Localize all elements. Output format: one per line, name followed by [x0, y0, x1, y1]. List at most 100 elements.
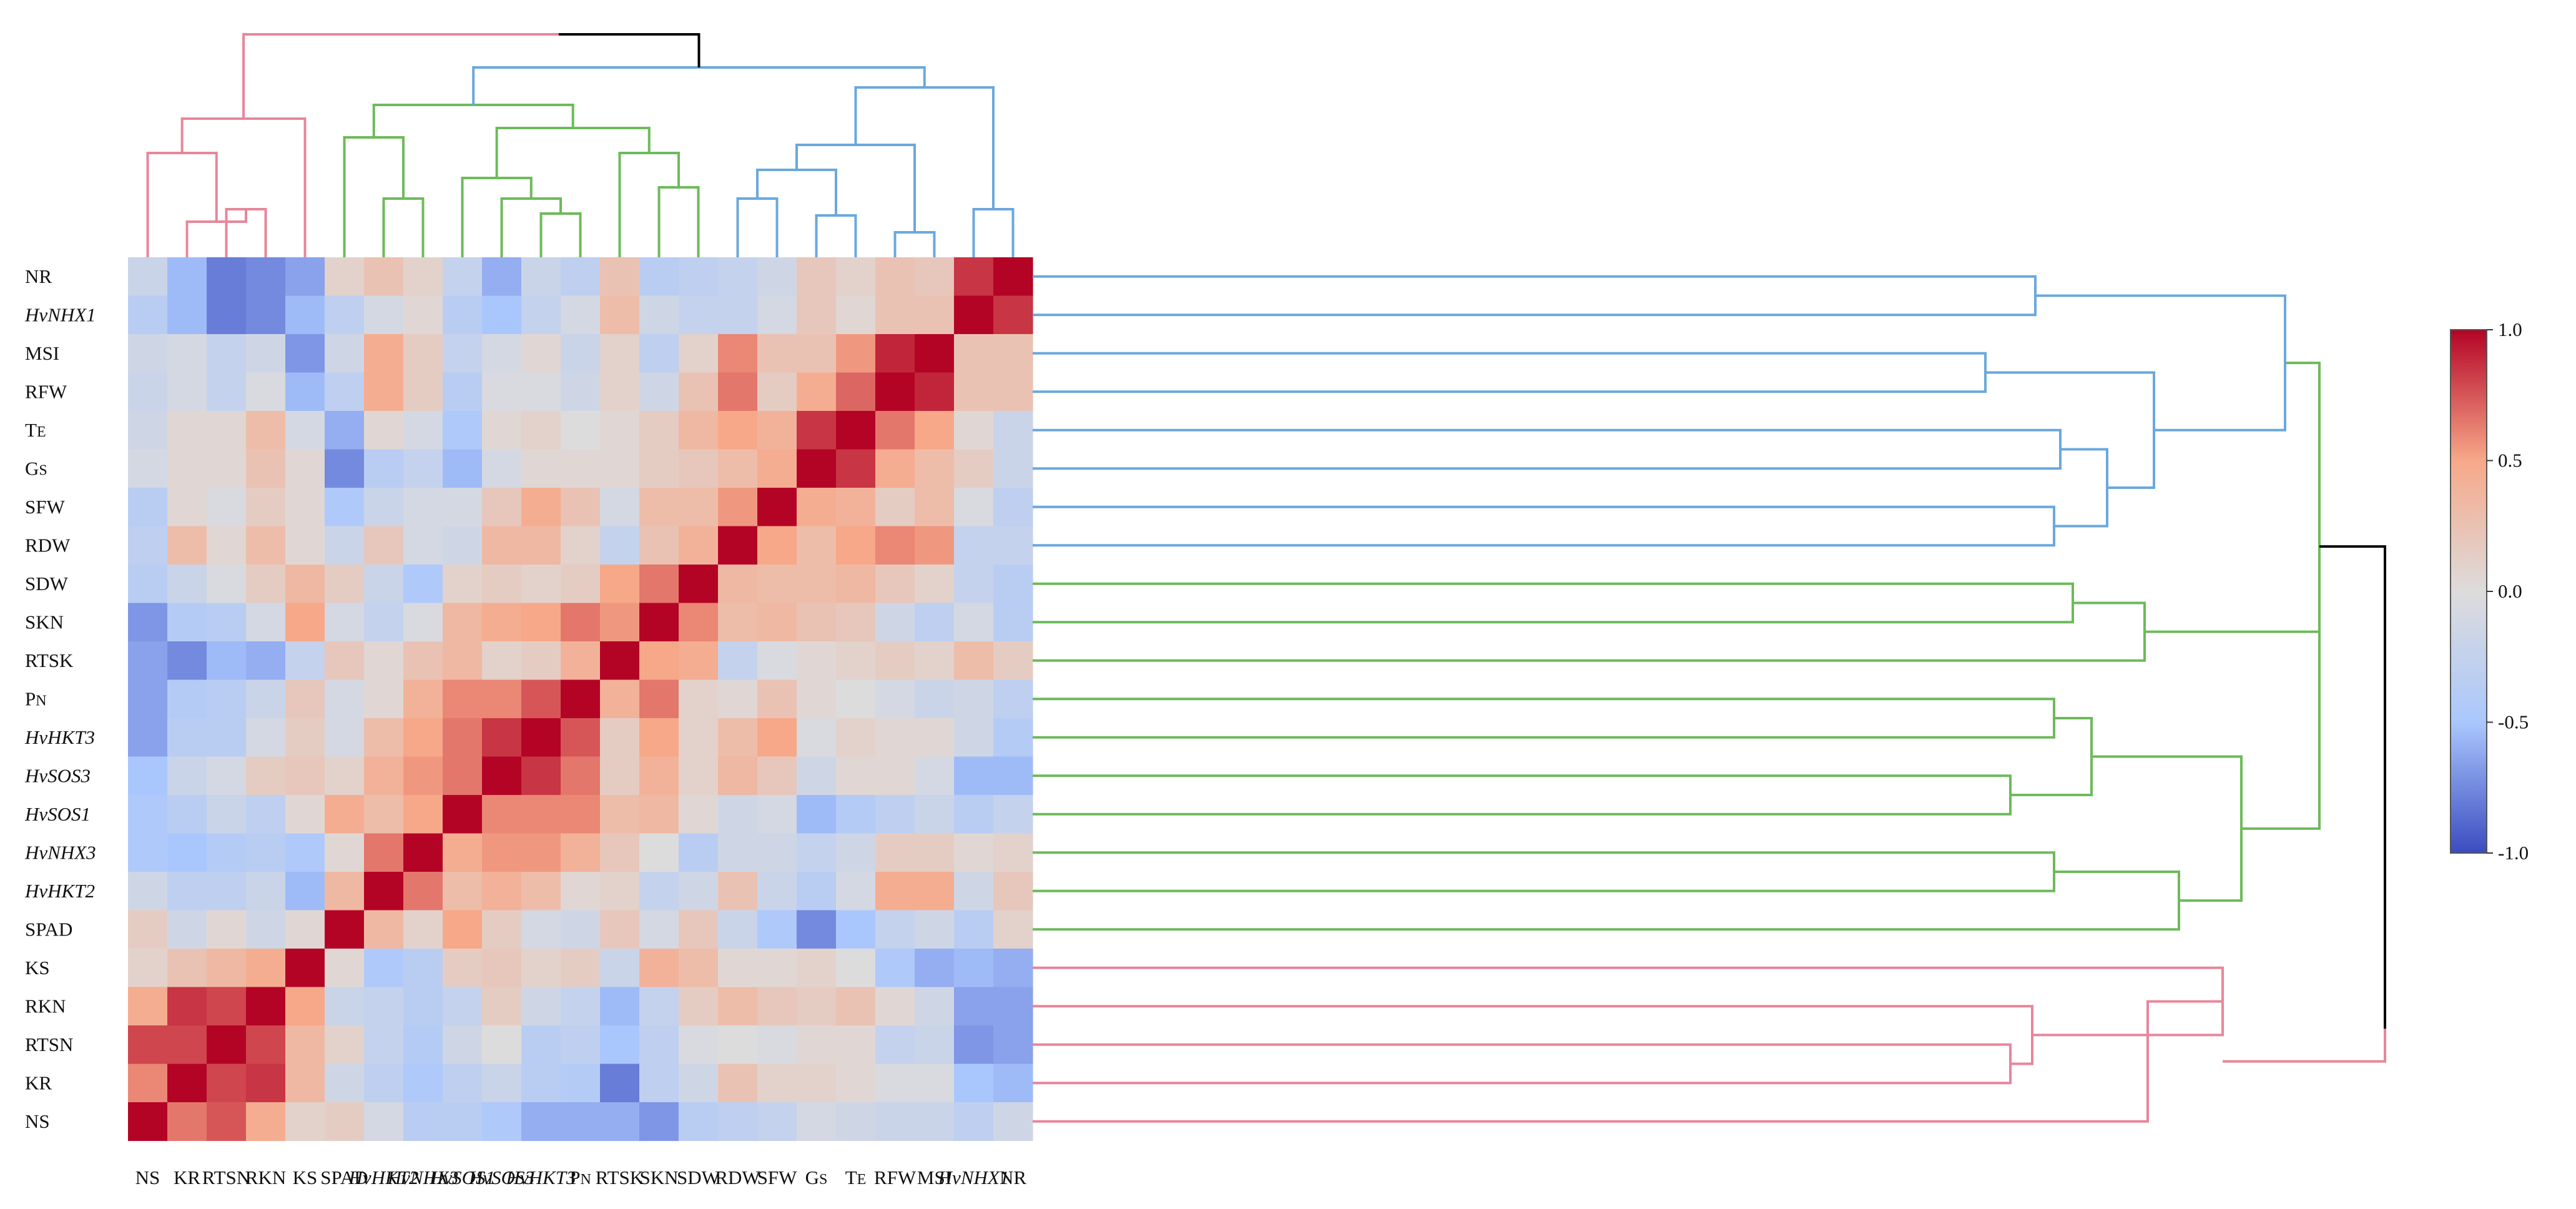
- cell-rtsn-rtsn: [207, 1025, 247, 1065]
- row-label-rdw: RDW: [25, 534, 71, 556]
- cell-ns-sdw: [679, 1102, 719, 1142]
- cell-hvhkt2-hvhkt2: [364, 872, 404, 911]
- cell-rkn-pn: [561, 987, 601, 1026]
- col-label-pn: PN: [569, 1167, 591, 1188]
- cell-hvnhx3-ns: [128, 833, 168, 872]
- cell-skn-msi: [915, 603, 955, 642]
- cell-ks-pn: [561, 949, 601, 988]
- cell-gs-hvnhx1: [954, 449, 994, 488]
- cell-ks-rdw: [718, 949, 758, 988]
- cell-hvsos3-hvsos1: [443, 756, 483, 796]
- cell-hvnhx3-kr: [167, 833, 207, 872]
- cell-sfw-rtsn: [207, 488, 247, 527]
- cell-hvhkt2-hvnhx1: [954, 872, 994, 911]
- cell-rfw-pn: [561, 372, 601, 412]
- cell-hvnhx3-spad: [325, 833, 365, 872]
- cell-rkn-msi: [915, 987, 955, 1026]
- cell-rkn-te: [836, 987, 876, 1026]
- cell-sfw-hvhkt3: [521, 488, 561, 527]
- cell-msi-gs: [797, 334, 837, 373]
- cell-hvhkt3-sdw: [679, 718, 719, 757]
- cell-hvhkt3-hvsos3: [482, 718, 522, 757]
- cell-rtsk-ns: [128, 641, 168, 681]
- cell-rdw-nr: [993, 526, 1033, 565]
- cell-hvsos1-hvnhx1: [954, 795, 994, 834]
- cell-hvsos3-hvhkt2: [364, 756, 404, 796]
- cell-hvnhx3-sdw: [679, 833, 719, 872]
- cell-sdw-rkn: [246, 565, 286, 604]
- cell-rdw-msi: [915, 526, 955, 565]
- col-label-hvhkt2: HvHKT2: [348, 1167, 419, 1188]
- cell-hvnhx1-kr: [167, 295, 207, 335]
- col-label-hvnhx3: HvNHX3: [387, 1167, 459, 1188]
- cell-hvnhx3-rdw: [718, 833, 758, 872]
- row-dendrogram: [1033, 275, 2386, 1123]
- cell-rtsk-te: [836, 641, 876, 681]
- cell-kr-rtsn: [207, 1063, 247, 1103]
- cell-nr-hvhkt3: [521, 257, 561, 297]
- cell-skn-spad: [325, 603, 365, 642]
- cell-hvhkt2-skn: [639, 872, 679, 911]
- cell-rtsk-rtsn: [207, 641, 247, 681]
- cell-pn-sdw: [679, 679, 719, 719]
- cell-gs-rtsn: [207, 449, 247, 488]
- cell-skn-hvsos1: [443, 603, 483, 642]
- cell-rfw-spad: [325, 372, 365, 412]
- cell-nr-hvsos3: [482, 257, 522, 297]
- cell-rkn-gs: [797, 987, 837, 1026]
- cell-rtsk-msi: [915, 641, 955, 681]
- cell-hvsos1-ns: [128, 795, 168, 834]
- cell-msi-rtsk: [600, 334, 640, 373]
- cell-hvsos3-nr: [993, 756, 1033, 796]
- cell-kr-hvnhx1: [954, 1063, 994, 1103]
- cell-gs-hvsos3: [482, 449, 522, 488]
- cell-hvsos3-te: [836, 756, 876, 796]
- cell-rtsk-rtsk: [600, 641, 640, 681]
- cell-gs-rkn: [246, 449, 286, 488]
- cell-hvsos1-hvnhx3: [403, 795, 443, 834]
- cell-gs-hvhkt3: [521, 449, 561, 488]
- cell-hvsos3-sdw: [679, 756, 719, 796]
- cell-hvsos3-kr: [167, 756, 207, 796]
- cell-spad-kr: [167, 910, 207, 949]
- cell-nr-rkn: [246, 257, 286, 297]
- cell-ns-ns: [128, 1102, 168, 1142]
- cell-rdw-gs: [797, 526, 837, 565]
- cell-spad-rtsk: [600, 910, 640, 949]
- cell-msi-hvhkt3: [521, 334, 561, 373]
- cell-skn-gs: [797, 603, 837, 642]
- cell-hvnhx3-ks: [285, 833, 325, 872]
- row-label-hvsos1: HvSOS1: [24, 803, 91, 825]
- cell-hvsos1-rtsn: [207, 795, 247, 834]
- cell-rfw-hvhkt2: [364, 372, 404, 412]
- cell-sdw-ns: [128, 565, 168, 604]
- cell-hvnhx1-sfw: [757, 295, 797, 335]
- cell-rfw-hvsos3: [482, 372, 522, 412]
- cell-rtsn-sdw: [679, 1025, 719, 1065]
- cell-hvhkt3-pn: [561, 718, 601, 757]
- cell-nr-skn: [639, 257, 679, 297]
- cell-sdw-nr: [993, 565, 1033, 604]
- cell-pn-ns: [128, 679, 168, 719]
- colorbar-tick-label: 0.5: [2498, 450, 2522, 471]
- cell-hvnhx3-hvnhx1: [954, 833, 994, 872]
- cell-pn-msi: [915, 679, 955, 719]
- cell-sfw-nr: [993, 488, 1033, 527]
- cell-skn-ks: [285, 603, 325, 642]
- cell-rkn-rkn: [246, 987, 286, 1026]
- cell-rkn-rtsn: [207, 987, 247, 1026]
- cell-ks-hvhkt2: [364, 949, 404, 988]
- cell-hvhkt3-te: [836, 718, 876, 757]
- cell-hvhkt3-sfw: [757, 718, 797, 757]
- cell-hvhkt2-nr: [993, 872, 1033, 911]
- cell-hvhkt3-rdw: [718, 718, 758, 757]
- cell-rtsn-rtsk: [600, 1025, 640, 1065]
- column-dendrogram: [146, 33, 1015, 257]
- cell-ns-ks: [285, 1102, 325, 1142]
- cell-gs-rdw: [718, 449, 758, 488]
- cell-msi-rtsn: [207, 334, 247, 373]
- cell-rdw-rdw: [718, 526, 758, 565]
- cell-kr-msi: [915, 1063, 955, 1103]
- col-label-nr: NR: [1000, 1167, 1026, 1188]
- cell-hvnhx1-te: [836, 295, 876, 335]
